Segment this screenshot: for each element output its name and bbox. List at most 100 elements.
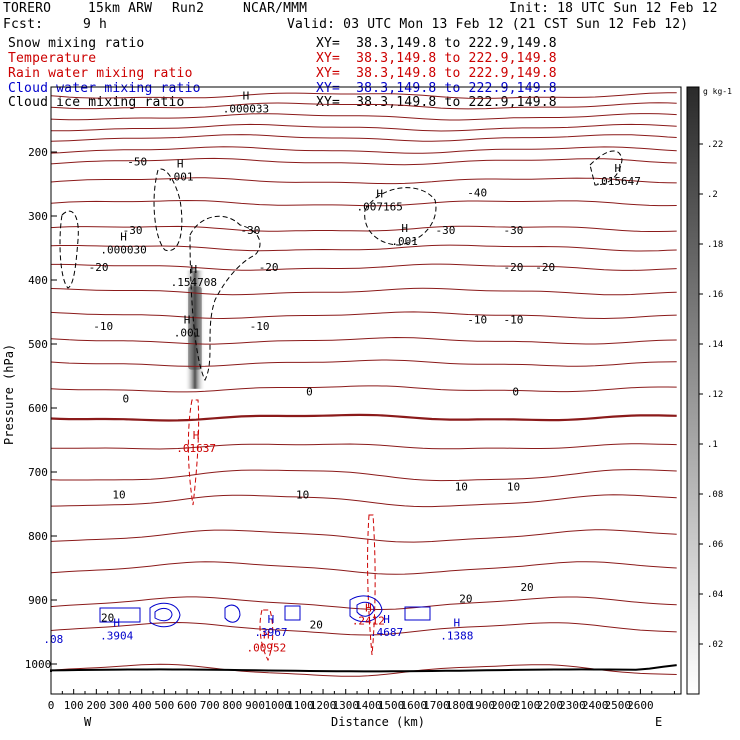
- y-tick-label: 700: [28, 466, 48, 479]
- cloud-water-contour: [154, 607, 173, 622]
- x-tick-label: 1800: [446, 699, 473, 712]
- temperature-label: -30: [241, 224, 261, 237]
- x-tick-label: 2100: [514, 699, 541, 712]
- isotherm-line: [51, 336, 677, 345]
- y-tick-label: 900: [28, 594, 48, 607]
- temperature-label: 20: [520, 581, 533, 594]
- isotherm-line: [51, 561, 677, 575]
- extremum-value: .000030: [100, 243, 146, 256]
- x-tick-label: 0: [48, 699, 55, 712]
- isotherm-line: [51, 469, 677, 482]
- isotherm-line: [51, 134, 677, 142]
- isotherm-line: [51, 359, 677, 367]
- y-tick-label: 800: [28, 530, 48, 543]
- temperature-label: -50: [127, 156, 147, 169]
- extremum-mark: H: [383, 613, 390, 626]
- x-axis-title: Distance (km): [331, 715, 425, 729]
- x-tick-label: 200: [86, 699, 106, 712]
- cloud-water-contour: [149, 602, 181, 628]
- isotherm-line: [51, 199, 677, 207]
- cloud-water-contour: [284, 605, 301, 621]
- isotherm-line: [51, 225, 677, 232]
- extremum-value: .007165: [357, 201, 403, 214]
- field-xy-cloud-water: XY= 38.3,149.8 to 222.9,149.8: [316, 81, 557, 96]
- mixing-ratio-contour: [589, 150, 623, 186]
- y-tick-label: 600: [28, 402, 48, 415]
- mixing-ratio-contour: [364, 187, 437, 246]
- field-name-rain: Rain water mixing ratio: [8, 66, 193, 81]
- valid-time: Valid: 03 UTC Mon 13 Feb 12 (21 CST Sun …: [287, 17, 689, 32]
- extremum-mark: H: [268, 613, 275, 626]
- extremum-value: .08: [43, 633, 63, 646]
- model-resolution: 15km ARW: [88, 1, 153, 16]
- isotherm-line: [51, 102, 677, 110]
- snow-column-core: [188, 286, 202, 370]
- colorbar-tick-label: .04: [707, 590, 723, 600]
- temperature-label: -20: [259, 261, 279, 274]
- extremum-value: .3967: [254, 626, 287, 639]
- x-tick-label: 2300: [559, 699, 586, 712]
- forecast-hour: 9 h: [83, 17, 108, 32]
- field-xy-rain: XY= 38.3,149.8 to 222.9,149.8: [316, 66, 557, 81]
- colorbar-tick-label: .12: [707, 390, 723, 400]
- extremum-mark: H: [365, 602, 372, 615]
- forecast-label: Fcst:: [3, 17, 44, 32]
- isotherm-line: [51, 385, 677, 393]
- temperature-label: -30: [436, 224, 456, 237]
- isotherm-line: [51, 177, 677, 185]
- x-tick-label: 1700: [423, 699, 450, 712]
- colorbar-tick-label: .18: [707, 240, 723, 250]
- x-tick-label: 1200: [310, 699, 337, 712]
- isotherm-line: [51, 596, 677, 611]
- x-tick-label: 1300: [332, 699, 359, 712]
- colorbar-tick-label: .06: [707, 540, 723, 550]
- extremum-mark: H: [177, 158, 184, 171]
- colorbar-tick-label: .1: [707, 440, 718, 450]
- colorbar-tick-label: .08: [707, 490, 723, 500]
- header: TORERO 15km ARW Run2 NCAR/MMM Init: 18 U…: [0, 0, 740, 110]
- x-tick-label: 1000: [264, 699, 291, 712]
- extremum-mark: H: [193, 429, 200, 442]
- extremum-value: .001: [391, 235, 418, 248]
- temperature-label: 20: [310, 618, 323, 631]
- temperature-label: 0: [512, 385, 519, 398]
- y-tick-label: 200: [28, 146, 48, 159]
- field-xy-temperature: XY= 38.3,149.8 to 222.9,149.8: [316, 51, 557, 66]
- x-tick-label: 1900: [468, 699, 495, 712]
- extremum-mark: H: [191, 263, 198, 276]
- cloud-water-contour: [224, 604, 241, 623]
- isotherm-line: [51, 621, 677, 636]
- x-tick-label: 2600: [627, 699, 654, 712]
- x-tick-label: 1500: [378, 699, 405, 712]
- colorbar-unit: g kg-1: [703, 87, 732, 96]
- extremum-value: .1388: [440, 629, 473, 642]
- isotherm-line: [51, 92, 677, 99]
- y-tick-label: 500: [28, 338, 48, 351]
- isotherm-line: [51, 123, 677, 132]
- extremum-value: .3904: [100, 629, 133, 642]
- center-label: NCAR/MMM: [243, 1, 308, 16]
- temperature-label: 0: [122, 392, 129, 405]
- cloud-water-contour: [99, 607, 141, 623]
- x-tick-label: 1400: [355, 699, 382, 712]
- isotherm-line: [51, 157, 677, 166]
- extremum-value: .4687: [370, 626, 403, 639]
- x-tick-label: 100: [64, 699, 84, 712]
- mixing-ratio-contour: [187, 399, 200, 506]
- field-name-cloud-ice: Cloud ice mixing ratio: [8, 95, 185, 110]
- isotherm-line: [51, 311, 677, 320]
- temperature-label: -20: [89, 261, 109, 274]
- extremum-mark: H: [263, 629, 270, 642]
- field-name-cloud-water: Cloud water mixing ratio: [8, 81, 201, 96]
- extremum-value: .001: [167, 171, 194, 184]
- east-marker: E: [655, 715, 662, 729]
- isotherm-line: [51, 663, 677, 677]
- x-tick-label: 1600: [400, 699, 427, 712]
- extremum-value: .000033: [223, 103, 269, 116]
- terrain-line: [50, 664, 677, 673]
- snow-shading: [184, 270, 206, 389]
- terrain-path: [50, 664, 677, 673]
- temperature-label: -10: [250, 320, 270, 333]
- temperature-label: -10: [504, 314, 524, 327]
- isotherm-line: [51, 443, 677, 450]
